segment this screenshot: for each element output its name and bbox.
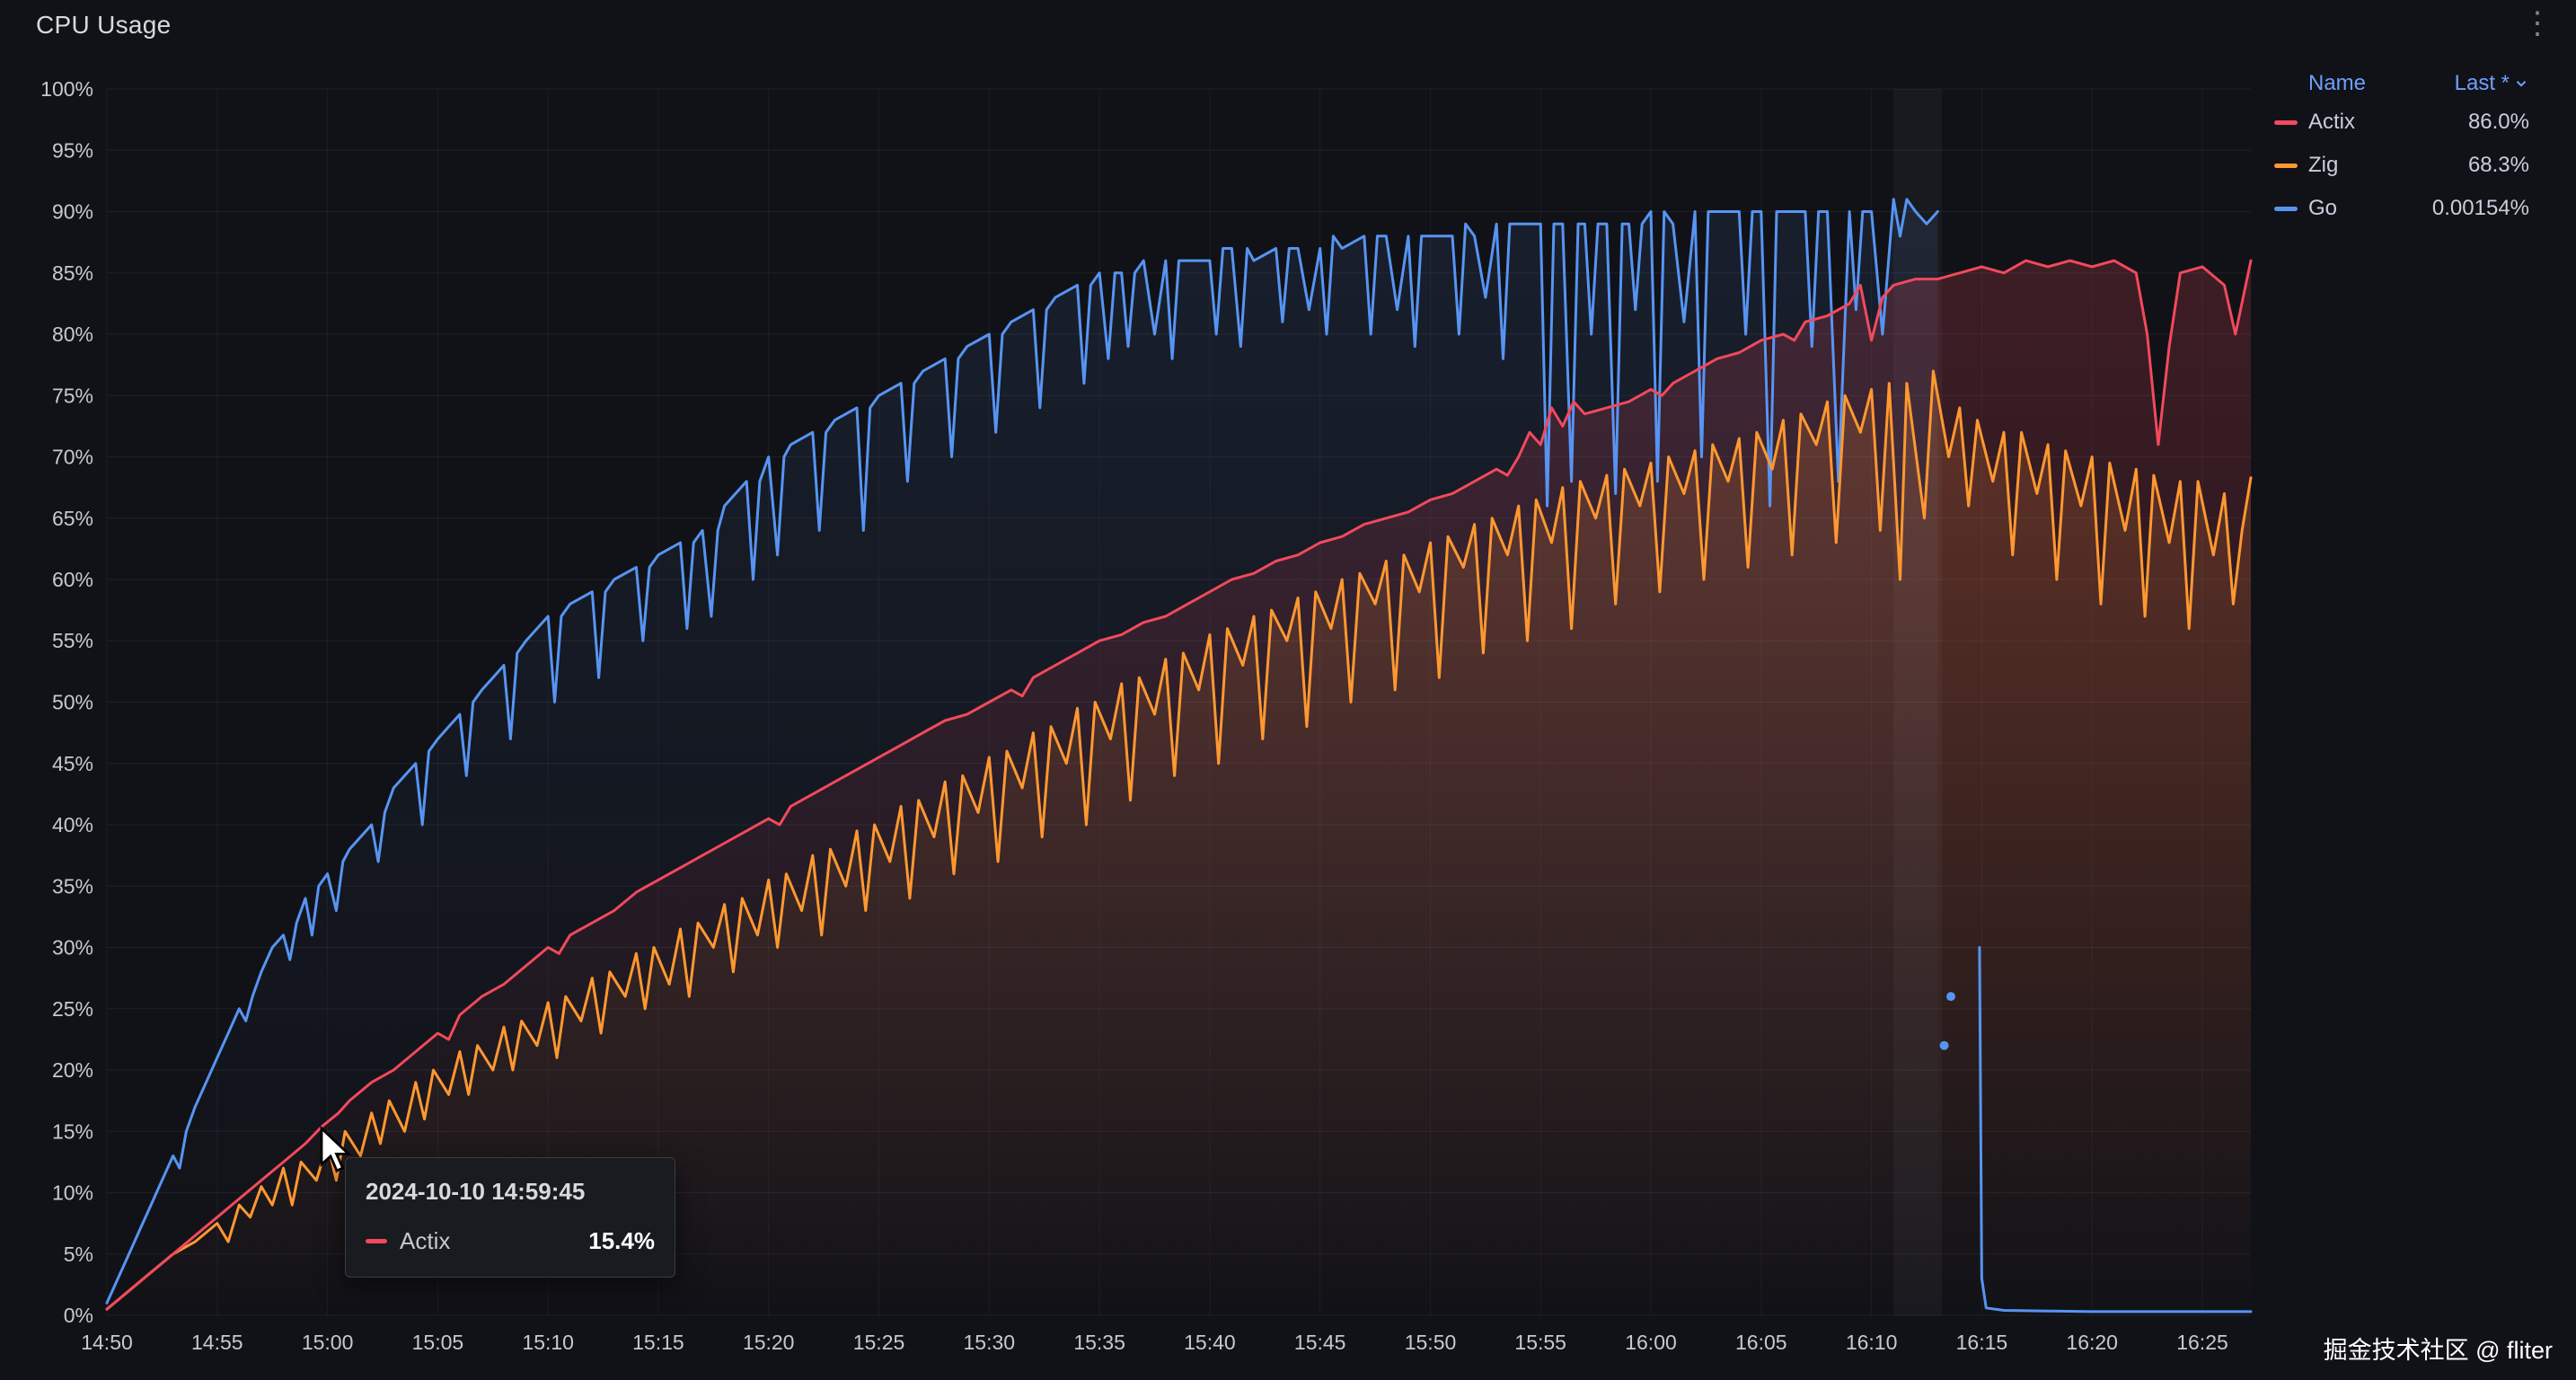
x-tick-label: 15:05 — [412, 1331, 464, 1354]
x-tick-label: 15:45 — [1294, 1331, 1346, 1354]
legend-row-go[interactable]: Go 0.00154% — [2274, 187, 2529, 230]
series-point-go — [1939, 1040, 1949, 1050]
x-tick-label: 16:05 — [1735, 1331, 1787, 1354]
y-tick-label: 60% — [52, 568, 93, 591]
x-tick-label: 15:15 — [632, 1331, 684, 1354]
tooltip: 2024-10-10 14:59:45 Actix 15.4% — [345, 1157, 675, 1278]
tooltip-series-row: Actix 15.4% — [366, 1227, 655, 1255]
y-tick-label: 20% — [52, 1058, 93, 1082]
y-tick-label: 30% — [52, 936, 93, 960]
x-tick-label: 16:20 — [2066, 1331, 2118, 1354]
y-tick-label: 70% — [52, 446, 93, 469]
y-tick-label: 100% — [40, 77, 93, 101]
legend-label: Go — [2308, 196, 2338, 220]
legend-value: 68.3% — [2467, 153, 2529, 177]
legend-header-last[interactable]: Last * — [2455, 71, 2529, 96]
y-tick-label: 50% — [52, 691, 93, 714]
axis-labels: 0% 5% 10% 15% 20% 25% 30% 35% 40% 45% 50% 55% 60% 65%… — [40, 77, 2228, 1354]
x-tick-label: 15:10 — [522, 1331, 574, 1354]
x-tick-label: 16:00 — [1625, 1331, 1677, 1354]
series-marker-go-icon — [2274, 206, 2298, 211]
y-tick-label: 10% — [52, 1181, 93, 1205]
legend-row-actix[interactable]: Actix 86.0% — [2274, 101, 2529, 144]
y-tick-label: 40% — [52, 813, 93, 836]
x-tick-label: 16:15 — [1956, 1331, 2008, 1354]
y-tick-label: 0% — [64, 1304, 93, 1327]
x-tick-label: 15:40 — [1184, 1331, 1236, 1354]
tooltip-series-marker-icon — [366, 1239, 387, 1243]
tooltip-series-name: Actix — [400, 1227, 451, 1254]
legend-label: Actix — [2308, 110, 2356, 134]
y-tick-label: 80% — [52, 323, 93, 346]
legend-value: 0.00154% — [2431, 196, 2529, 220]
legend-label: Zig — [2308, 153, 2339, 177]
y-tick-label: 45% — [52, 752, 93, 775]
x-tick-label: 15:20 — [743, 1331, 795, 1354]
legend-header: Name Last * — [2274, 66, 2529, 101]
series-area-actix — [107, 261, 2251, 1316]
y-tick-label: 15% — [52, 1119, 93, 1143]
x-tick-label: 15:35 — [1073, 1331, 1125, 1354]
legend: Name Last * Actix 86.0% Zig 68.3% Go 0.0… — [2274, 66, 2529, 230]
y-tick-label: 55% — [52, 629, 93, 652]
x-tick-label: 16:10 — [1846, 1331, 1898, 1354]
series-line-zig — [105, 369, 2253, 1311]
x-tick-label: 14:50 — [81, 1331, 133, 1354]
y-tick-label: 35% — [52, 874, 93, 898]
x-tick-label: 15:30 — [964, 1331, 1016, 1354]
series-marker-zig-icon — [2274, 163, 2298, 168]
y-tick-label: 25% — [52, 997, 93, 1021]
x-tick-label: 15:50 — [1405, 1331, 1457, 1354]
series-point-go — [1946, 992, 1955, 1002]
chevron-down-icon — [2516, 81, 2527, 87]
legend-row-zig[interactable]: Zig 68.3% — [2274, 144, 2529, 187]
series-line-actix — [105, 259, 2253, 1311]
x-tick-label: 15:55 — [1514, 1331, 1566, 1354]
legend-header-name[interactable]: Name — [2308, 71, 2367, 95]
tooltip-timestamp: 2024-10-10 14:59:45 — [366, 1178, 586, 1205]
tooltip-series-value: 15.4% — [588, 1227, 655, 1254]
highlight-band — [1893, 89, 1942, 1315]
y-tick-label: 90% — [52, 200, 93, 224]
y-tick-label: 75% — [52, 384, 93, 407]
legend-header-last-label: Last * — [2454, 71, 2510, 95]
x-tick-label: 15:25 — [853, 1331, 905, 1354]
y-tick-label: 5% — [64, 1243, 93, 1266]
watermark: 掘金技术社区 @ fliter — [2323, 1337, 2553, 1364]
x-tick-label: 14:55 — [191, 1331, 243, 1354]
legend-value: 86.0% — [2467, 110, 2529, 134]
series-marker-actix-icon — [2274, 119, 2298, 125]
mouse-cursor-icon — [320, 1125, 352, 1172]
x-tick-label: 16:25 — [2176, 1331, 2228, 1354]
y-tick-label: 85% — [52, 261, 93, 285]
y-tick-label: 65% — [52, 507, 93, 530]
y-tick-label: 95% — [52, 138, 93, 162]
series-line-go — [1978, 946, 2253, 1314]
series-line-go — [105, 198, 1939, 1305]
x-tick-label: 15:00 — [302, 1331, 354, 1354]
panel-title: CPU Usage — [36, 11, 172, 39]
